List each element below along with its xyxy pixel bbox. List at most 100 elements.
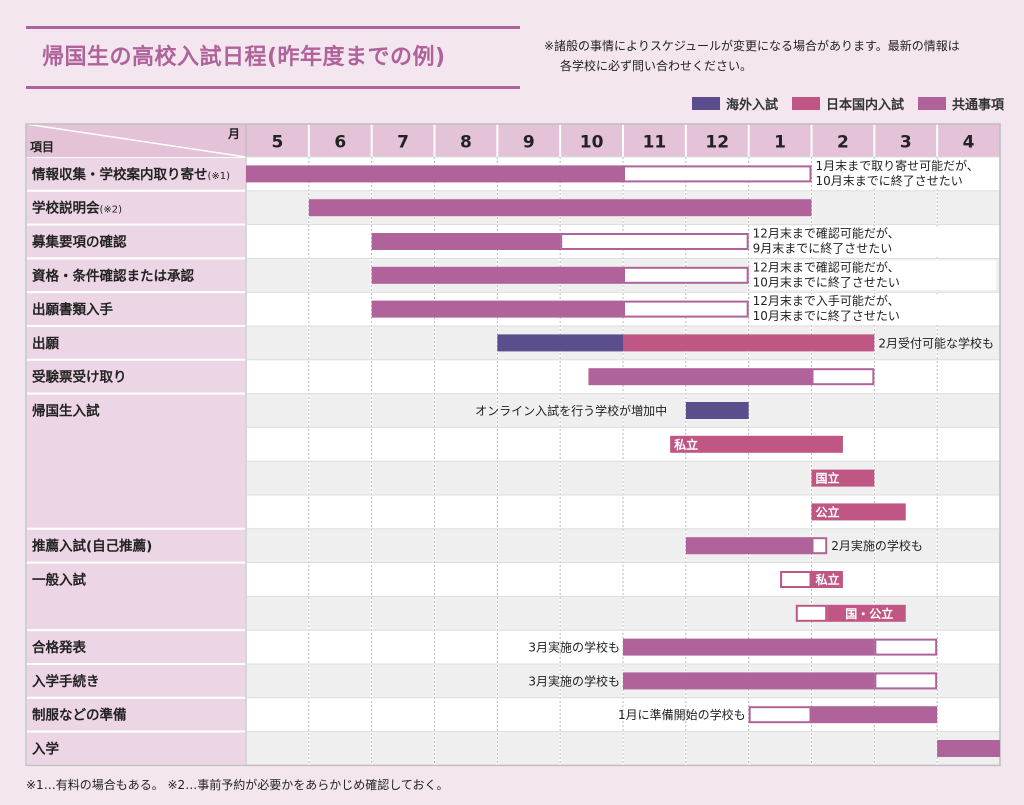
gantt-bar — [811, 503, 906, 521]
gantt-bar-tentative — [874, 672, 938, 690]
month-tick-label: 12 — [705, 133, 729, 153]
gantt-bar-tentative — [623, 300, 749, 318]
bar-annotation: 1月に準備開始の学校も — [618, 707, 746, 722]
gantt-bar — [811, 706, 938, 724]
legend-swatch-domestic — [791, 97, 820, 110]
month-tick-label: 9 — [523, 133, 535, 153]
legend-label-domestic: 日本国内入試 — [825, 98, 904, 113]
bar-annotation-bg — [750, 260, 996, 291]
row-label-cell — [25, 325, 247, 361]
bar-annotation-text: 12月末まで入手可能だが、 — [753, 293, 900, 308]
bar-annotation: 12月末まで確認可能だが、10月末までに終了させたい — [750, 259, 996, 291]
legend-swatch-common — [917, 97, 946, 110]
row-label: 出願 — [32, 335, 59, 352]
bar-annotation-text: 3月実施の学校も — [528, 673, 620, 688]
bar-annotation-text: 12月末まで確認可能だが、 — [753, 226, 900, 241]
row-label-cell — [25, 291, 247, 328]
gantt-bar — [685, 537, 812, 555]
bar-annotation-text: オンライン入試を行う学校が増加中 — [475, 403, 667, 418]
footnote: ※1…有料の場合もある。 ※2…事前予約が必要かをあらかじめ確認しておく。 — [26, 778, 449, 792]
gantt-bar — [246, 165, 623, 183]
bar-annotation: 2月受付可能な学校も — [878, 335, 994, 350]
gantt-bar-tentative — [811, 537, 828, 555]
bar-annotation-bg — [813, 159, 996, 189]
bar-annotation: 12月末まで確認可能だが、9月末までに終了させたい — [750, 226, 996, 257]
row-label-cell — [25, 392, 247, 530]
gantt-bar-tentative — [811, 368, 875, 386]
row-label: 入学 — [32, 741, 59, 758]
bar-annotation-text: 2月実施の学校も — [831, 538, 923, 553]
bar-annotation: 1月末まで取り寄せ可能だが、10月末までに終了させたい — [813, 158, 996, 189]
month-tick-label: 10 — [580, 133, 604, 153]
row-label: 推薦入試(自己推薦) — [32, 538, 152, 555]
month-tick-label: 7 — [397, 133, 409, 153]
bar-annotation-text: 12月末まで確認可能だが、 — [753, 259, 900, 274]
gantt-bar — [623, 638, 875, 656]
header-row-bg — [26, 124, 1000, 157]
bar-annotation-text: 10月末までに終了させたい — [816, 173, 963, 188]
bar-annotation-text: 1月末まで取り寄せ可能だが、 — [816, 158, 979, 173]
corner-item-label: 項目 — [30, 140, 54, 154]
corner-diagonal — [25, 123, 247, 158]
month-tick-label: 2 — [837, 133, 849, 153]
row-label-cell — [25, 730, 247, 767]
bar-annotation: オンライン入試を行う学校が増加中 — [475, 403, 667, 418]
row-label-cell — [25, 358, 247, 395]
row-label: 受験票受け取り — [32, 369, 127, 386]
bar-annotation-text: 9月末までに終了させたい — [753, 241, 893, 256]
bar-annotation-text: 1月に準備開始の学校も — [618, 707, 746, 722]
chart-frame-border — [25, 123, 1001, 767]
month-tick-label: 5 — [271, 133, 283, 153]
bar-annotation-bg — [750, 294, 996, 324]
gantt-bar-label: 私立 — [673, 437, 698, 452]
bar-annotation-text: 3月実施の学校も — [528, 640, 620, 655]
bar-annotation: 2月実施の学校も — [831, 538, 923, 553]
gantt-bar — [937, 740, 1000, 757]
row-label-cell — [25, 189, 247, 226]
gantt-bar — [811, 469, 875, 487]
gantt-bar-tentative — [623, 266, 749, 284]
gantt-bar — [308, 199, 812, 217]
row-label: 入学手続き — [32, 673, 100, 690]
gantt-bar-tentative — [874, 638, 938, 656]
row-label: 募集要項の確認 — [31, 234, 127, 251]
row-label-cell — [25, 561, 247, 632]
page-title: 帰国生の高校入試日程(昨年度までの例) — [42, 45, 446, 70]
gantt-bar — [670, 435, 843, 453]
notice-line-1: ※諸般の事情によりスケジュールが変更になる場合があります。最新の情報は — [544, 39, 960, 53]
notice-line-2: 各学校に必ず問い合わせください。 — [560, 59, 753, 73]
row-label: 一般入試 — [32, 572, 86, 589]
month-tick-label: 11 — [643, 133, 667, 153]
gantt-bar-tentative — [560, 233, 749, 250]
row-label: 出願書類入手 — [32, 301, 113, 318]
gantt-bar — [623, 334, 875, 352]
month-tick-label: 3 — [900, 133, 912, 153]
legend-label-overseas: 海外入試 — [725, 98, 778, 113]
chart-legend: 海外入試 日本国内入試 共通事項 — [691, 94, 1004, 113]
legend-item-domestic: 日本国内入試 — [791, 94, 904, 113]
bar-annotation-text: 10月末までに終了させたい — [753, 274, 900, 289]
gantt-bar-label: 公立 — [816, 504, 840, 519]
bar-annotation: 12月末まで入手可能だが、10月末までに終了させたい — [750, 293, 996, 324]
month-tick-label: 6 — [334, 133, 346, 153]
row-label: 制服などの準備 — [32, 707, 127, 724]
gantt-bar — [371, 266, 623, 284]
row-label: 合格発表 — [32, 639, 86, 656]
corner-month-label: 月 — [227, 127, 240, 141]
month-tick-label: 1 — [774, 133, 786, 153]
gantt-bar-tentative — [748, 706, 812, 724]
notice-text: ※諸般の事情によりスケジュールが変更になる場合があります。最新の情報は 各学校に… — [544, 36, 1014, 76]
gantt-bar-tentative — [795, 604, 828, 622]
row-label: 情報収集・学校案内取り寄せ(※1) — [32, 166, 230, 183]
gantt-bar — [371, 233, 561, 250]
bar-annotation: 3月実施の学校も — [528, 640, 620, 655]
row-label: 帰国生入試 — [32, 403, 100, 420]
row-label-note-mark: (※2) — [100, 205, 123, 216]
month-tick-label: 8 — [460, 133, 472, 153]
gantt-bar — [623, 672, 875, 690]
row-label: 学校説明会(※2) — [32, 200, 122, 217]
gantt-bar-tentative — [780, 571, 812, 588]
bar-annotation-text: 10月末までに終了させたい — [753, 308, 900, 323]
gantt-bar — [497, 334, 623, 352]
